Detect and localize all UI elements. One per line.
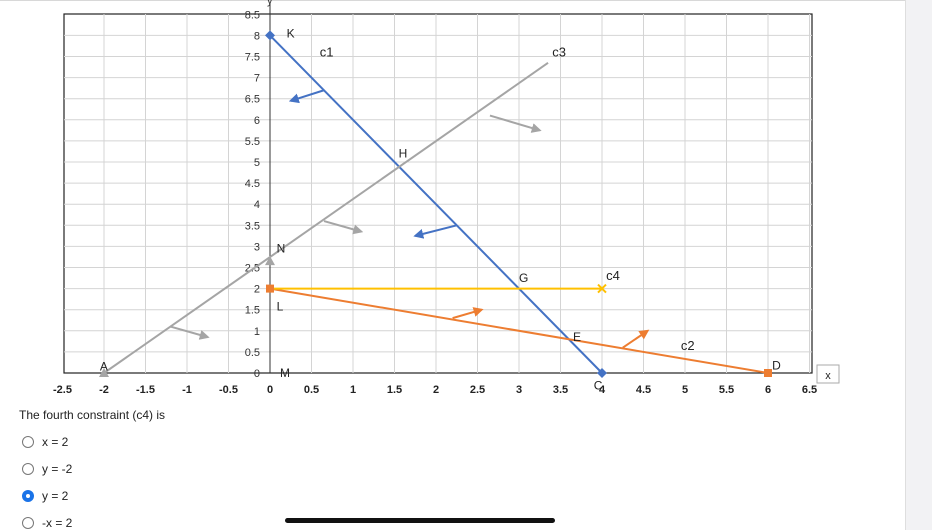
point-label-C: C — [594, 379, 603, 393]
x-tick-label: 0 — [267, 384, 273, 396]
feasible-direction-arrow-c3 — [170, 325, 210, 340]
x-tick-label: 0.5 — [304, 384, 319, 396]
point-label-A: A — [100, 360, 108, 374]
feasible-direction-arrow-c2 — [622, 329, 650, 349]
x-axis-label-box — [816, 364, 840, 384]
y-tick-label: 4 — [254, 199, 260, 211]
constraint-line-c2 — [269, 287, 769, 374]
y-tick-label: 0.5 — [245, 347, 260, 359]
x-tick-label: 3 — [516, 384, 522, 396]
y-tick-label: 6 — [254, 115, 260, 127]
constraint-label-c1: c1 — [320, 45, 334, 60]
point-label-M: M — [280, 366, 290, 380]
option-3[interactable]: y = 2 — [22, 488, 68, 504]
y-tick-label: 7 — [254, 73, 260, 85]
y-tick-label: 3.5 — [245, 220, 260, 232]
constraint-line-c3 — [103, 62, 549, 374]
option-3-label: y = 2 — [42, 489, 69, 503]
point-label-N: N — [277, 242, 286, 256]
constraint-label-c4: c4 — [606, 268, 620, 283]
option-1-label: x = 2 — [42, 435, 69, 449]
option-4-label: -x = 2 — [42, 516, 73, 530]
constraint-label-c3: c3 — [552, 45, 566, 60]
option-2-label: y = -2 — [42, 462, 73, 476]
x-tick-label: 1.5 — [387, 384, 402, 396]
home-indicator-bar — [285, 518, 555, 523]
point-label-K: K — [287, 26, 295, 40]
option-4[interactable]: -x = 2 — [22, 515, 72, 531]
plot-border — [63, 13, 813, 374]
y-tick-label: 7.5 — [245, 52, 260, 64]
y-tick-label: 1.5 — [245, 305, 260, 317]
x-tick-label: 5.5 — [719, 384, 734, 396]
point-label-L: L — [277, 299, 284, 313]
feasible-direction-arrow-c3 — [323, 220, 364, 235]
x-axis-label: x — [825, 370, 831, 382]
point-label-E: E — [573, 330, 581, 344]
x-tick-label: -1.5 — [136, 384, 155, 396]
marker-diamond — [265, 30, 275, 41]
x-tick-label: 2 — [433, 384, 439, 396]
option-1-radio[interactable] — [22, 436, 34, 448]
point-label-H: H — [399, 147, 408, 161]
x-tick-label: -0.5 — [219, 384, 238, 396]
option-2-radio[interactable] — [22, 463, 34, 475]
constraint-label-c2: c2 — [681, 338, 695, 353]
y-tick-label: 1 — [254, 326, 260, 338]
x-tick-label: -2 — [99, 384, 109, 396]
marker-square — [764, 369, 772, 377]
y-tick-label: 5 — [254, 157, 260, 169]
x-tick-label: 5 — [682, 384, 688, 396]
x-tick-label: 3.5 — [553, 384, 568, 396]
y-tick-label: 3 — [254, 241, 260, 253]
y-tick-label: 2 — [254, 284, 260, 296]
question-text: The fourth constraint (c4) is — [19, 408, 166, 422]
feasible-direction-arrow-c1 — [413, 224, 457, 239]
option-1[interactable]: x = 2 — [22, 434, 68, 450]
y-tick-label: 6.5 — [245, 94, 260, 106]
x-tick-label: -2.5 — [53, 384, 72, 396]
feasible-direction-arrow-c2 — [452, 307, 484, 320]
point-label-D: D — [772, 358, 781, 372]
x-tick-label: 6 — [765, 384, 771, 396]
y-tick-label: 4.5 — [245, 178, 260, 190]
marker-diamond — [597, 368, 607, 378]
feasible-direction-arrow-c1 — [288, 89, 325, 104]
option-4-radio[interactable] — [22, 517, 34, 529]
top-divider — [0, 0, 905, 1]
point-label-G: G — [519, 271, 528, 285]
right-side-panel — [905, 0, 932, 530]
y-tick-label: 0 — [254, 368, 260, 380]
constraint-line-c1 — [269, 34, 603, 374]
option-3-radio[interactable] — [22, 490, 34, 502]
x-tick-label: 6.5 — [802, 384, 817, 396]
y-tick-label: 8.5 — [245, 9, 260, 21]
marker-square — [266, 284, 274, 293]
lp-graph-chart: y -2.5 -2 -1.5 -1 -0.5 0 0.5 1 1.5 2 2.5 3 3.5 4 4.5 5 5.… — [53, 0, 840, 396]
marker-triangle — [99, 368, 109, 377]
marker-triangle — [265, 256, 275, 266]
y-tick-label: 8 — [254, 30, 260, 42]
x-tick-label: 4 — [599, 384, 606, 396]
feasible-direction-arrow-c3 — [489, 114, 542, 133]
y-tick-label: 5.5 — [245, 136, 260, 148]
x-tick-label: 2.5 — [470, 384, 485, 396]
x-tick-label: -1 — [182, 384, 192, 396]
x-tick-label: 1 — [350, 384, 356, 396]
marker-cross — [597, 283, 607, 294]
y-axis-label: y — [267, 0, 273, 7]
x-tick-label: 4.5 — [636, 384, 651, 396]
option-2[interactable]: y = -2 — [22, 461, 72, 477]
